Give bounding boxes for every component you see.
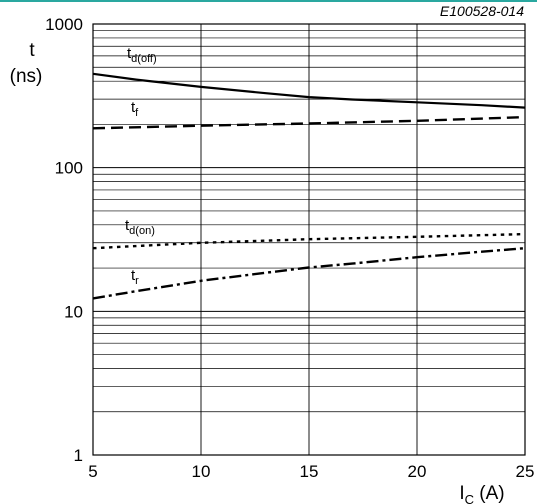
x-tick-label: 25 [516,462,535,481]
plot-frame [92,23,526,456]
x-tick-label: 15 [300,462,319,481]
y-tick-label: 100 [55,159,83,178]
x-tick-label: 10 [192,462,211,481]
y-axis-label-symbol: t [29,40,35,61]
figure-code: E100528-014 [440,3,524,19]
x-tick-label: 20 [408,462,427,481]
y-tick-label: 1 [74,446,83,465]
y-tick-label: 1000 [45,15,83,34]
labels-layer: 5 10 15 20 25 1 10 100 1000 td(off) tf td(on) tr [45,15,534,481]
series-line-f [92,115,526,130]
series-label-r: tr [131,267,139,287]
series-label-doff: td(off) [127,45,157,65]
series-line-don [92,232,526,250]
x-axis-label: IC (A) [459,483,504,504]
x-axis-label-sub: C [465,492,474,504]
series-line-r [92,247,526,300]
x-axis-label-unit: (A) [474,483,505,504]
y-axis-label-unit: (ns) [10,66,43,87]
series-label-don: td(on) [125,217,155,237]
series-layer [92,72,526,300]
series-label-f: tf [131,99,139,119]
y-tick-label: 10 [64,302,83,321]
top-accent-bar [0,0,537,2]
x-axis-label-main: I [459,483,464,504]
x-tick-label: 5 [88,462,97,481]
series-line-doff [92,72,526,109]
